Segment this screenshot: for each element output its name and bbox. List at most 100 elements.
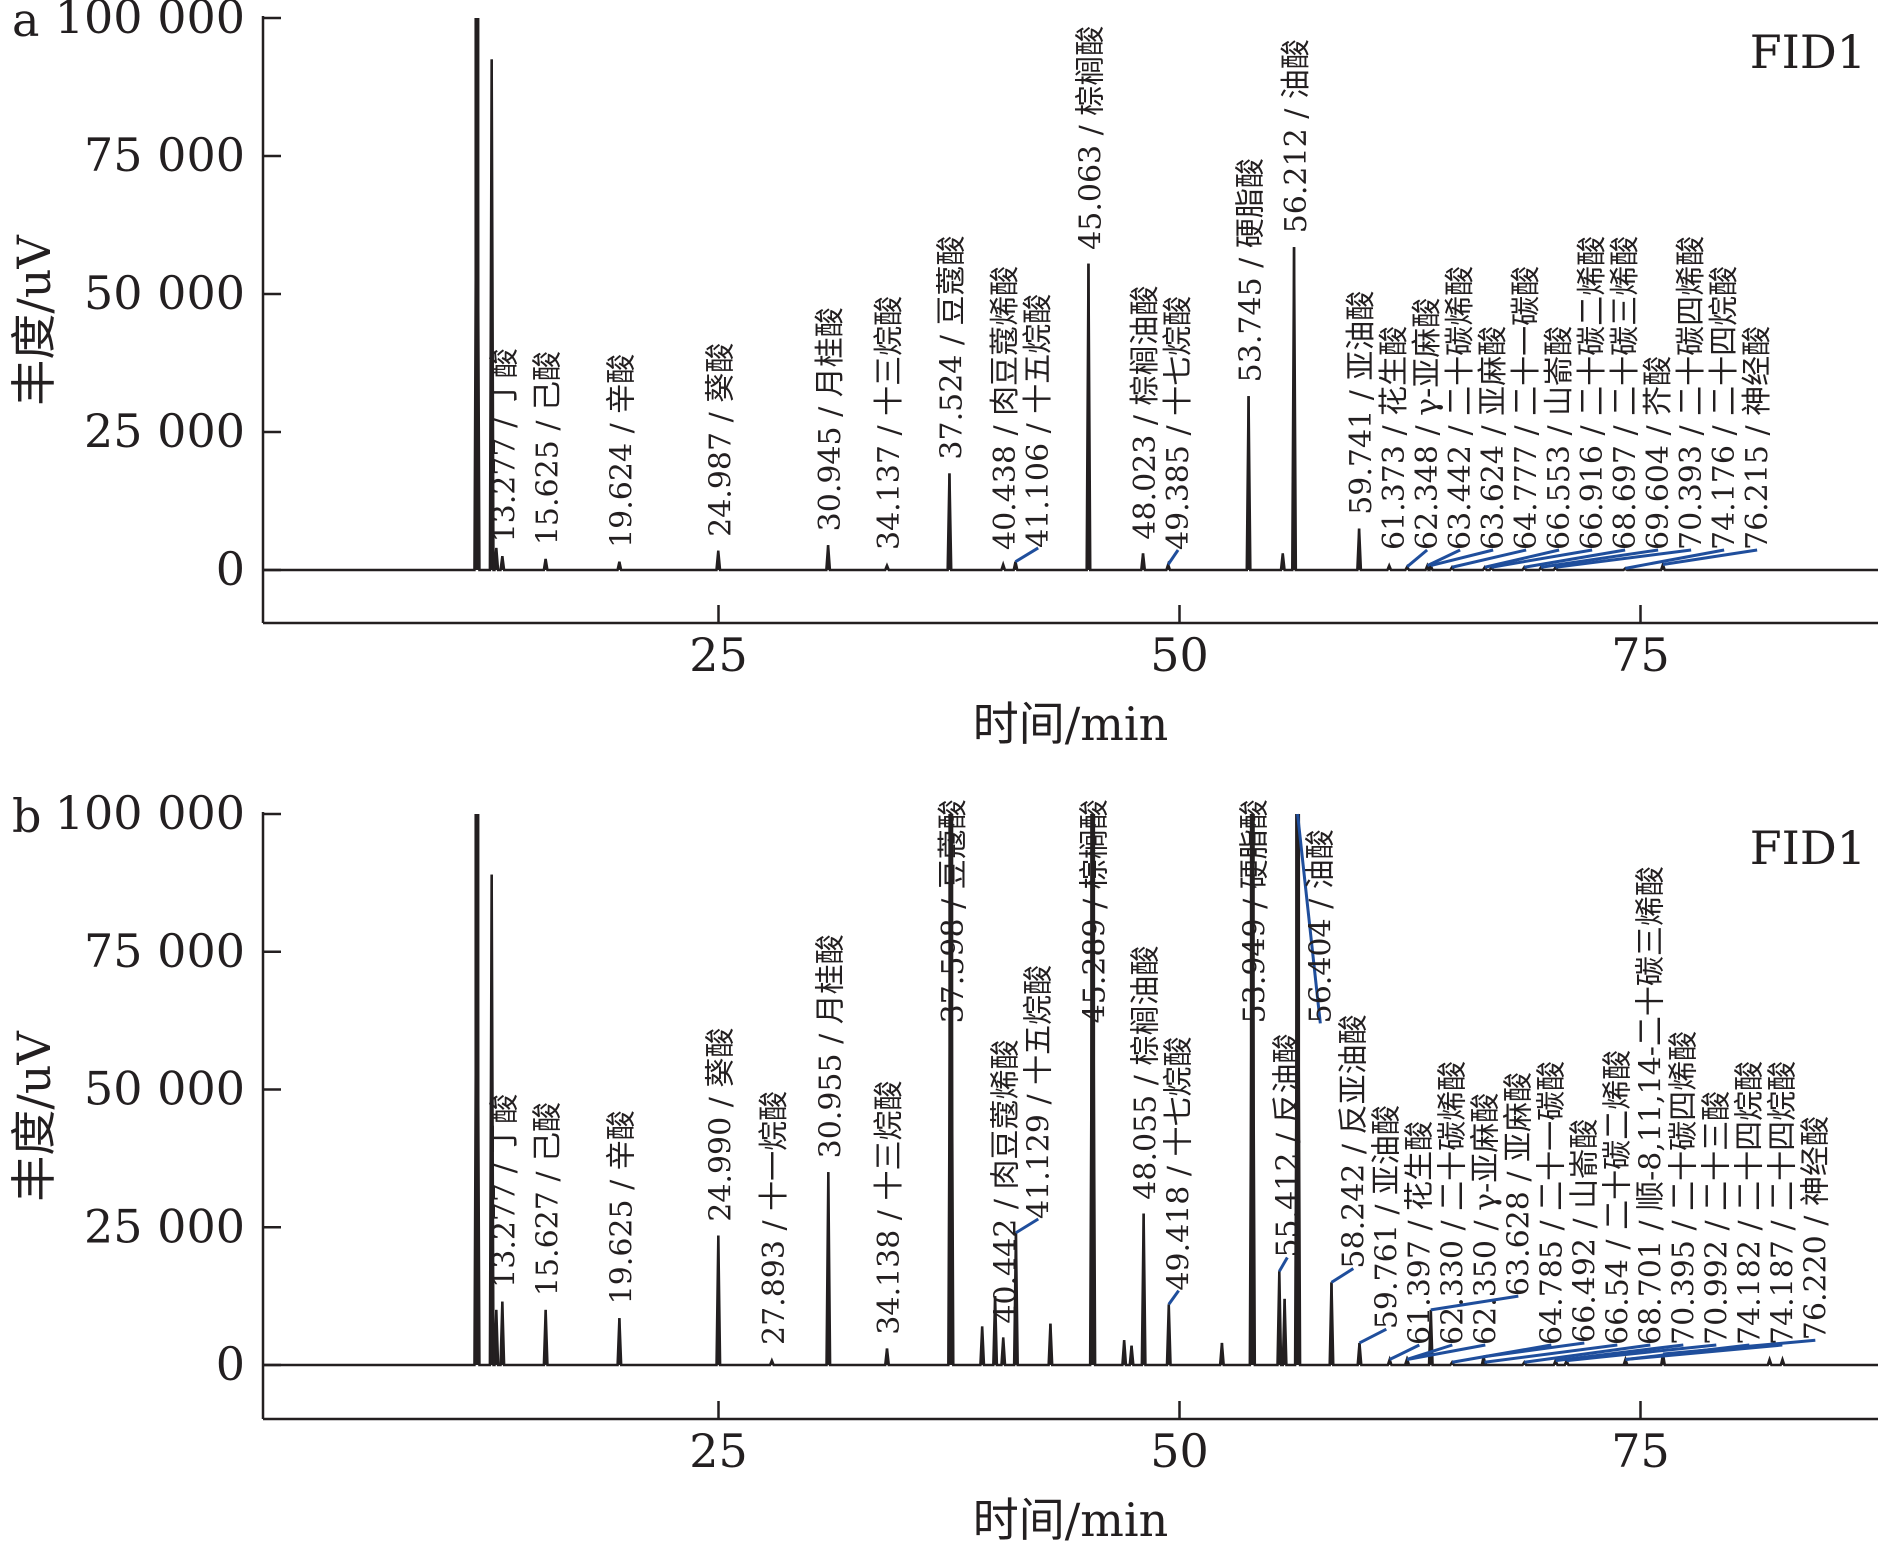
x-tick-label: 50	[1150, 628, 1209, 682]
peak-label: 15.625 / 己酸	[531, 351, 566, 545]
peak-label: 37.524 / 豆蔻酸	[934, 235, 969, 459]
leader-line	[1296, 813, 1322, 1024]
peak-label: 45.063 / 棕榈酸	[1073, 26, 1108, 250]
peak-label: 40.442 / 肉豆蔻烯酸	[988, 1040, 1023, 1324]
peak-label: 68.701 / 顺-8,11,14-二十碳三烯酸	[1633, 866, 1668, 1345]
leader-line	[1625, 548, 1725, 570]
peak-label: 53.745 / 硬脂酸	[1234, 158, 1269, 382]
peak-label: 66.492 / 山嵛酸	[1567, 1119, 1602, 1343]
peak-label: 68.697 / 二十碳三烯酸	[1608, 236, 1643, 550]
leader-line	[1491, 548, 1593, 569]
y-axis-label: 丰度/uV	[7, 235, 61, 406]
leader-line	[1358, 1327, 1388, 1345]
x-tick-label: 50	[1150, 1424, 1209, 1478]
leader-line	[1625, 1343, 1783, 1361]
peak-label: 53.949 / 硬脂酸	[1237, 799, 1272, 1023]
y-axis-label: 丰度/uV	[7, 1031, 61, 1202]
peak-label: 19.624 / 辛酸	[604, 354, 639, 548]
leader-line	[1426, 548, 1461, 567]
peak-label: 41.106 / 十五烷酸	[1021, 294, 1056, 548]
y-tick-label: 25 000	[84, 404, 245, 458]
y-tick-label: 0	[216, 1337, 245, 1391]
y-tick-label: 75 000	[84, 924, 245, 978]
leader-line	[1451, 548, 1527, 569]
peak-label: 27.893 / 十一烷酸	[757, 1091, 792, 1345]
x-tick-label: 25	[689, 628, 748, 682]
leader-line	[1015, 1217, 1040, 1235]
x-tick-label: 75	[1611, 1424, 1670, 1478]
leader-line	[1430, 548, 1494, 568]
peak-label: 76.215 / 神经酸	[1740, 326, 1775, 550]
leader-line	[1484, 548, 1560, 569]
peak-label: 40.438 / 肉豆蔻烯酸	[988, 266, 1023, 550]
peak-label: 19.625 / 辛酸	[604, 1110, 639, 1304]
peak-label: 30.945 / 月桂酸	[813, 307, 848, 531]
peak-label: 61.373 / 花生酸	[1377, 326, 1412, 550]
peak-label: 74.182 / 二十四烷酸	[1732, 1061, 1767, 1345]
leader-line	[1540, 548, 1659, 569]
y-tick-label: 25 000	[84, 1199, 245, 1253]
peak-label: 66.553 / 山嵛酸	[1542, 326, 1577, 550]
peak-label: 30.955 / 月桂酸	[813, 934, 848, 1158]
detector-label: FID1	[1750, 25, 1866, 79]
panel-a: 0 25 000 50 000 75 000 100 000 25 50 75 时间/min 丰度…	[7, 0, 1878, 751]
leader-line	[1484, 1343, 1618, 1364]
leader-line	[1524, 548, 1626, 569]
y-tick-label: 50 000	[84, 1062, 245, 1116]
leader-line	[1555, 548, 1692, 569]
leader-line	[1662, 1338, 1816, 1356]
peak-label: 63.628 / 亚麻酸	[1501, 1072, 1536, 1296]
peak-label: 55.412 / 反油酸	[1270, 1033, 1305, 1257]
peak-label: 63.624 / 亚麻酸	[1476, 326, 1511, 550]
leader-line	[1278, 1256, 1289, 1273]
peak-label: 48.023 / 棕榈油酸	[1128, 285, 1163, 539]
panel-label: b	[12, 789, 41, 843]
peak-label: 15.627 / 己酸	[531, 1102, 566, 1296]
peak-label: 70.393 / 二十碳四烯酸	[1674, 236, 1709, 550]
peak-label: 59.741 / 亚油酸	[1344, 291, 1379, 515]
peak-label: 70.395 / 二十碳四烯酸	[1666, 1031, 1701, 1345]
peak-label: 49.418 / 十七烷酸	[1162, 1036, 1197, 1290]
leader-line	[1406, 1343, 1486, 1361]
leader-line	[1662, 548, 1758, 566]
peak-label: 41.129 / 十五烷酸	[1021, 965, 1056, 1219]
peak-label: 66.916 / 二十碳二烯酸	[1575, 236, 1610, 550]
leader-line	[1483, 1341, 1585, 1359]
x-axis-label: 时间/min	[973, 697, 1168, 751]
y-tick-label: 100 000	[55, 0, 245, 44]
peak-label: 56.212 / 油酸	[1279, 39, 1314, 233]
peak-label: 48.055 / 棕榈油酸	[1129, 946, 1164, 1200]
peak-label: 49.385 / 十七烷酸	[1161, 296, 1196, 550]
peak-label: 69.604 / 芥酸	[1641, 356, 1676, 550]
leader-line	[1406, 548, 1429, 568]
peak-label: 59.761 / 亚油酸	[1369, 1105, 1404, 1329]
leader-line	[1014, 546, 1039, 564]
peak-label: 74.176 / 二十四烷酸	[1707, 266, 1742, 550]
y-tick-label: 100 000	[55, 786, 245, 840]
peak-label: 24.987 / 葵酸	[703, 343, 738, 537]
peak-label: 62.348 / γ-亚麻酸	[1410, 298, 1445, 550]
peak-label: 13.277 / 丁酸	[487, 348, 522, 542]
leader-line	[1330, 1267, 1355, 1284]
peak-label: 62.330 / 二十碳烯酸	[1435, 1061, 1470, 1345]
peak-label: 56.404 / 油酸	[1303, 829, 1338, 1023]
peak-label: 34.137 / 十三烷酸	[872, 296, 907, 550]
y-tick-label: 0	[216, 542, 245, 596]
x-tick-label: 75	[1611, 628, 1670, 682]
peak-label: 37.598 / 豆蔻酸	[936, 799, 971, 1023]
leader-line	[1555, 1343, 1684, 1363]
y-tick-label: 50 000	[84, 266, 245, 320]
leader-line	[1167, 1289, 1180, 1306]
peak-label: 70.992 / 二十三酸	[1699, 1091, 1734, 1345]
peak-label: 63.442 / 二十碳烯酸	[1443, 266, 1478, 550]
detector-label: FID1	[1750, 821, 1866, 875]
peak-label: 76.220 / 神经酸	[1798, 1116, 1833, 1340]
x-axis-label: 时间/min	[973, 1493, 1168, 1547]
leader-line	[1430, 1294, 1519, 1312]
y-tick-label: 75 000	[84, 128, 245, 182]
peak-label: 34.138 / 十三烷酸	[872, 1081, 907, 1335]
leader-line	[1524, 1343, 1651, 1364]
peak-label: 64.777 / 二十一碳酸	[1509, 266, 1544, 550]
peak-label: 58.242 / 反亚油酸	[1336, 1014, 1371, 1268]
leader-line	[1166, 549, 1180, 566]
